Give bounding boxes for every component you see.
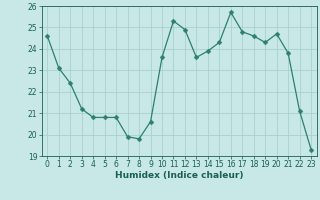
X-axis label: Humidex (Indice chaleur): Humidex (Indice chaleur) [115, 171, 244, 180]
